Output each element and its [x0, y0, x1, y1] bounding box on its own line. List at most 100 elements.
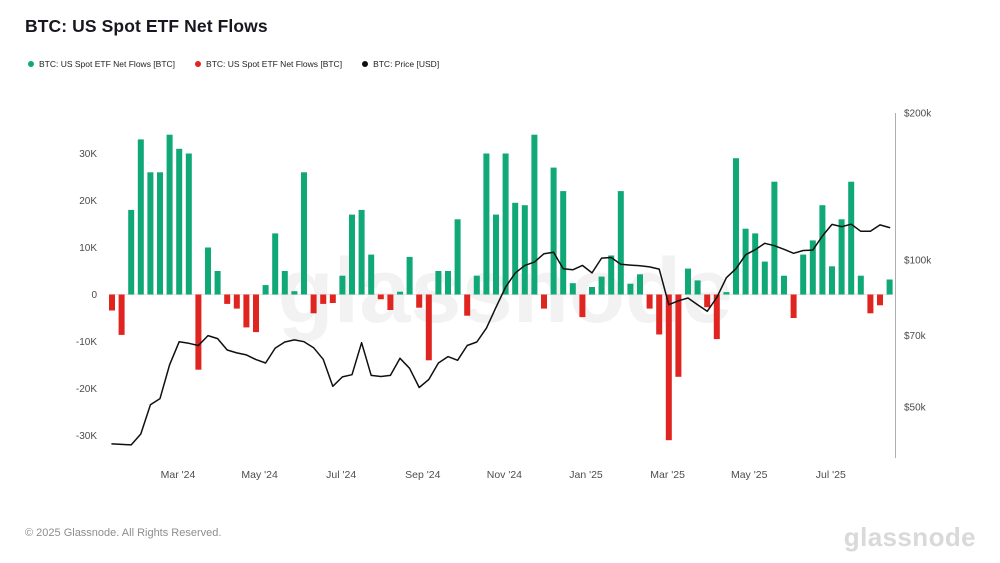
flow-bar[interactable] — [445, 271, 451, 295]
flow-bar[interactable] — [205, 247, 211, 295]
legend-label: BTC: US Spot ETF Net Flows [BTC] — [206, 59, 343, 69]
flow-bar[interactable] — [137, 139, 144, 295]
flow-bar[interactable] — [589, 287, 595, 295]
flow-bar[interactable] — [675, 294, 682, 377]
legend-item-price[interactable]: BTC: Price [USD] — [362, 59, 439, 69]
flow-bar[interactable] — [848, 181, 855, 295]
flow-bar[interactable] — [185, 153, 192, 295]
flow-bar[interactable] — [713, 294, 720, 340]
flow-bar[interactable] — [608, 255, 615, 295]
x-axis-tick: May '24 — [241, 469, 278, 481]
flow-bar[interactable] — [723, 292, 730, 295]
flow-bar[interactable] — [147, 172, 154, 295]
flow-bar[interactable] — [416, 294, 423, 308]
flow-bar[interactable] — [771, 181, 778, 295]
flow-bar[interactable] — [233, 294, 240, 309]
y-axis-right-tick: $100k — [904, 256, 932, 267]
flow-bar[interactable] — [425, 294, 432, 361]
flow-bar[interactable] — [531, 134, 538, 295]
y-axis-right-tick: $200k — [904, 109, 932, 120]
flow-bar[interactable] — [473, 275, 480, 295]
flow-bar[interactable] — [838, 219, 845, 295]
flow-bar[interactable] — [262, 285, 269, 295]
flow-bar[interactable] — [291, 291, 298, 295]
x-axis-tick: Jan '25 — [569, 469, 603, 481]
flow-bar[interactable] — [243, 294, 250, 328]
flow-bar[interactable] — [790, 294, 797, 319]
flow-bar[interactable] — [867, 294, 874, 314]
flow-bar[interactable] — [752, 233, 759, 295]
flow-bar[interactable] — [118, 294, 125, 335]
flow-bar[interactable] — [128, 209, 135, 295]
flow-bar[interactable] — [617, 191, 624, 295]
flow-bar[interactable] — [195, 294, 202, 370]
legend-item-netflow-positive[interactable]: BTC: US Spot ETF Net Flows [BTC] — [28, 59, 175, 69]
flow-bar[interactable] — [214, 271, 221, 295]
flow-bar[interactable] — [694, 280, 701, 295]
flow-bar[interactable] — [358, 209, 365, 295]
flow-bar[interactable] — [685, 268, 691, 295]
flow-bar[interactable] — [281, 271, 288, 295]
flow-bar[interactable] — [579, 294, 586, 318]
x-axis-tick: Mar '24 — [161, 469, 196, 481]
flow-bar[interactable] — [656, 294, 663, 335]
flow-bar[interactable] — [569, 283, 576, 295]
flow-bar[interactable] — [310, 294, 317, 314]
flow-bar[interactable] — [541, 294, 547, 309]
flow-bar[interactable] — [550, 167, 557, 295]
y-axis-left-tick: -10K — [76, 337, 97, 348]
x-axis-tick: Jul '24 — [326, 469, 356, 481]
flow-bar[interactable] — [665, 294, 672, 441]
flow-bar[interactable] — [800, 254, 807, 295]
flow-bar[interactable] — [560, 191, 567, 295]
flow-bar[interactable] — [301, 172, 307, 295]
flow-bar[interactable] — [349, 214, 355, 295]
flow-bar[interactable] — [406, 256, 413, 295]
copyright-text: © 2025 Glassnode. All Rights Reserved. — [25, 527, 222, 539]
etf-netflows-chart[interactable]: glassnode30K20K10K0-10K-20K-30K$200k$100… — [0, 0, 1000, 510]
flow-bar[interactable] — [819, 205, 826, 295]
legend-item-netflow-negative[interactable]: BTC: US Spot ETF Net Flows [BTC] — [195, 59, 342, 69]
flow-bar[interactable] — [454, 219, 461, 295]
flow-bar[interactable] — [627, 283, 634, 295]
flow-bar[interactable] — [809, 240, 816, 295]
flow-bar[interactable] — [521, 205, 528, 295]
flow-bar[interactable] — [166, 134, 173, 295]
flow-bar[interactable] — [272, 233, 279, 295]
flow-bar[interactable] — [761, 261, 768, 295]
x-axis-tick: Jul '25 — [816, 469, 846, 481]
flow-bar[interactable] — [377, 294, 384, 300]
flow-bar[interactable] — [704, 294, 711, 308]
flow-bar[interactable] — [339, 275, 346, 295]
flow-bar[interactable] — [781, 275, 787, 295]
flow-bar[interactable] — [483, 153, 490, 295]
flow-bar[interactable] — [224, 294, 231, 304]
flow-bar[interactable] — [877, 294, 883, 306]
flow-bar[interactable] — [502, 153, 509, 295]
flow-bar[interactable] — [397, 291, 403, 295]
flow-bar[interactable] — [464, 294, 471, 316]
flow-bar[interactable] — [493, 214, 499, 295]
price-line[interactable] — [111, 223, 891, 446]
flow-bar[interactable] — [646, 294, 653, 309]
flow-bar[interactable] — [742, 228, 749, 295]
flow-bar[interactable] — [387, 294, 394, 311]
netflow-bars[interactable] — [109, 134, 893, 441]
flow-bar[interactable] — [329, 294, 336, 304]
flow-bar[interactable] — [829, 266, 835, 295]
flow-bar[interactable] — [886, 279, 893, 295]
flow-bar[interactable] — [368, 254, 375, 295]
flow-bar[interactable] — [512, 202, 519, 295]
flow-bar[interactable] — [733, 158, 739, 295]
flow-bar[interactable] — [157, 172, 163, 295]
flow-bar[interactable] — [253, 294, 259, 333]
flow-bar[interactable] — [435, 271, 442, 295]
legend-color-dot — [28, 61, 34, 67]
flow-bar[interactable] — [176, 148, 183, 295]
flow-bar[interactable] — [109, 294, 115, 311]
flow-bar[interactable] — [598, 276, 605, 295]
glassnode-logo-watermark: glassnode — [843, 522, 976, 552]
flow-bar[interactable] — [637, 274, 643, 295]
flow-bar[interactable] — [320, 294, 327, 304]
flow-bar[interactable] — [857, 275, 864, 295]
